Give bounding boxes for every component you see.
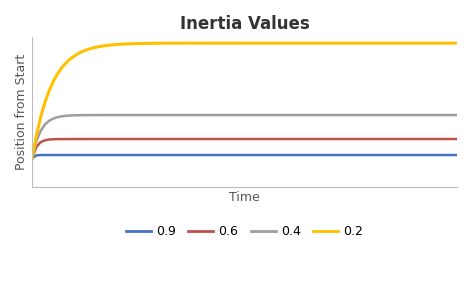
0.2 — [454, 41, 460, 45]
Line: 0.6: 0.6 — [32, 139, 457, 158]
0.4 — [437, 113, 443, 117]
0.2 — [433, 41, 438, 45]
0.4 — [454, 113, 460, 117]
0.4 — [248, 113, 254, 117]
0.9 — [132, 153, 138, 157]
0.4 — [424, 113, 430, 117]
0.2 — [128, 42, 134, 46]
0.6 — [29, 156, 35, 160]
0.6 — [424, 137, 430, 141]
0.2 — [283, 41, 288, 45]
Line: 0.4: 0.4 — [32, 115, 457, 158]
0.6 — [201, 137, 207, 141]
Line: 0.2: 0.2 — [32, 43, 457, 158]
0.2 — [29, 156, 35, 160]
0.6 — [111, 137, 117, 141]
0.4 — [343, 113, 348, 117]
0.9 — [29, 156, 35, 160]
0.6 — [454, 137, 460, 141]
0.9 — [98, 153, 104, 157]
0.4 — [111, 113, 117, 117]
0.9 — [115, 153, 121, 157]
0.2 — [111, 43, 117, 46]
0.4 — [283, 113, 288, 117]
Line: 0.9: 0.9 — [32, 155, 457, 158]
0.2 — [248, 41, 254, 45]
0.9 — [287, 153, 293, 157]
0.6 — [128, 137, 134, 141]
0.4 — [128, 113, 134, 117]
Legend: 0.9, 0.6, 0.4, 0.2: 0.9, 0.6, 0.4, 0.2 — [121, 220, 368, 243]
0.2 — [420, 41, 425, 45]
0.9 — [424, 153, 430, 157]
0.6 — [437, 137, 443, 141]
0.9 — [253, 153, 258, 157]
X-axis label: Time: Time — [229, 191, 260, 204]
0.9 — [437, 153, 443, 157]
0.4 — [29, 156, 35, 160]
Y-axis label: Position from Start: Position from Start — [15, 54, 28, 170]
Title: Inertia Values: Inertia Values — [180, 15, 310, 33]
0.6 — [253, 137, 258, 141]
0.9 — [454, 153, 460, 157]
0.6 — [287, 137, 293, 141]
